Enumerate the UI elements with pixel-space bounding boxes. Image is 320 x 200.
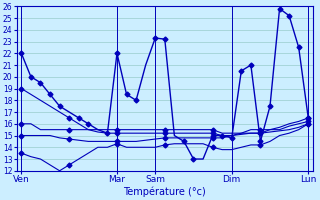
- X-axis label: Température (°c): Température (°c): [124, 187, 206, 197]
